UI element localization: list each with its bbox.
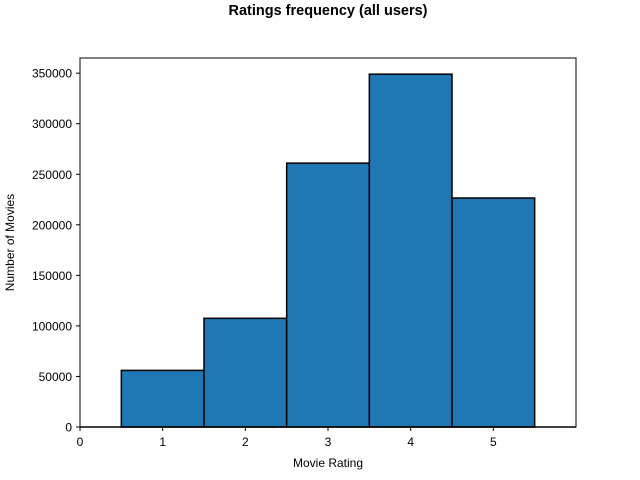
x-axis-label: Movie Rating	[293, 456, 363, 470]
y-tick-label: 100000	[32, 319, 72, 333]
x-tick-label: 2	[242, 435, 249, 449]
bar-rating-4	[368, 73, 453, 428]
bar-group	[120, 73, 536, 428]
chart-title: Ratings frequency (all users)	[228, 3, 427, 19]
x-axis-ticks: 0 1 2 3 4 5	[77, 427, 497, 449]
y-tick-label: 300000	[32, 117, 72, 131]
y-axis-label: Number of Movies	[3, 194, 17, 291]
y-tick-label: 250000	[32, 168, 72, 182]
bar-rating-2	[203, 317, 288, 428]
bar-rating-5	[451, 197, 536, 428]
x-tick-label: 5	[490, 435, 497, 449]
y-axis-ticks: 0 50000 100000 150000 200000 250000 300000 3500…	[32, 67, 80, 435]
y-tick-label: 0	[65, 421, 72, 435]
x-tick-label: 0	[77, 435, 84, 449]
y-tick-label: 350000	[32, 67, 72, 81]
y-tick-label: 200000	[32, 218, 72, 232]
x-tick-label: 1	[159, 435, 166, 449]
bar-rating-1	[120, 369, 205, 428]
y-tick-label: 50000	[39, 370, 73, 384]
x-tick-label: 3	[325, 435, 332, 449]
x-tick-label: 4	[407, 435, 414, 449]
bar-rating-3	[285, 162, 371, 428]
y-tick-label: 150000	[32, 269, 72, 283]
